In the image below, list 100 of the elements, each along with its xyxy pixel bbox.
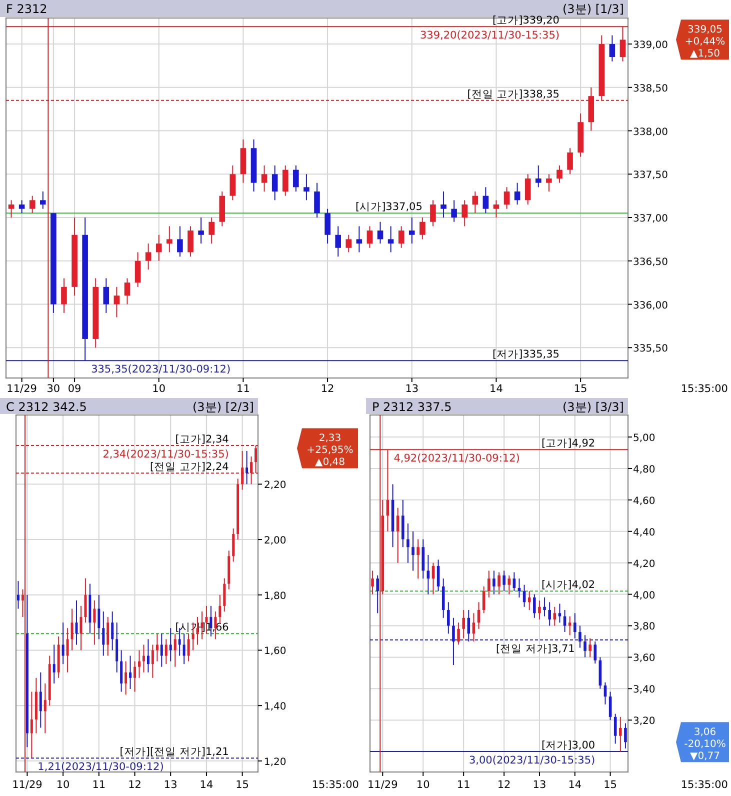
chart-subtitle: (3분) [2/3] [192,400,254,414]
x-tick-label: 30 [46,383,60,395]
candlestick [208,217,214,244]
candlestick [282,164,288,196]
candlestick [70,608,74,651]
candlestick [188,226,194,258]
candlestick [142,644,145,673]
candlestick [377,221,384,244]
ref-line-label: [전일 고가]338,35 [467,88,560,100]
x-tick-label: 11/29 [368,779,398,791]
candlestick [482,586,486,614]
candlestick [8,200,14,218]
y-tick-label: 338,50 [633,83,668,94]
candlestick [452,617,455,666]
candlestick [420,217,426,240]
candlestick [356,226,362,253]
candlestick [61,278,67,314]
candlestick [218,594,222,624]
x-tick-label: 11 [456,779,470,791]
y-tick-label: 337,50 [633,170,668,182]
candlestick [502,570,506,592]
annotation: 339,20(2023/11/30-15:35) [420,30,560,42]
candlestick [462,610,465,639]
candlestick [492,570,496,595]
candlestick [272,164,278,201]
candlestick [447,602,450,634]
candlestick [146,638,150,673]
candlestick [98,594,100,640]
candlestick [426,554,430,595]
candlestick [614,713,617,744]
x-tick-label: 10 [56,779,70,791]
x-tick-label: 09 [68,383,82,395]
candlestick [440,190,446,218]
y-tick-label: 3,40 [633,684,656,696]
candlestick [84,578,87,624]
candlestick [482,186,489,214]
x-tick-label: 10 [152,383,166,395]
chart-title: C 2312 342.5 [6,400,87,414]
candlestick [371,570,374,595]
ref-line-label: [전일 저가]3,71 [496,642,575,655]
ref-line-label: [저가]335,35 [492,348,560,361]
y-tick-label: 336,00 [633,300,668,312]
candlestick [546,174,552,192]
candlestick [124,660,128,696]
candlestick [366,226,373,248]
x-tick-label: 14 [490,383,504,395]
candlestick [376,574,379,614]
x-tick-label: 11 [92,779,106,791]
candlestick [174,633,176,668]
candlestick [619,716,622,752]
candlestick [156,633,158,662]
candlestick [187,633,190,662]
y-tick-label: 2,20 [264,480,286,492]
annotation: 3,00(2023/11/30-15:35) [468,754,596,767]
candlestick [624,722,627,749]
candlestick [156,234,162,262]
candlestick [145,243,152,270]
y-tick-label: 4,00 [633,590,656,602]
candlestick [293,164,299,192]
candlestick [223,578,226,612]
x-tick-label: 13 [164,779,178,791]
text: 15:35:00 [680,383,728,395]
candlestick [151,644,154,678]
chart-title: F 2312 [6,2,48,16]
candlestick [472,190,478,214]
candlestick [462,200,468,227]
candlestick [166,226,172,253]
candlestick [514,182,520,206]
candlestick [93,600,96,646]
y-tick-label: 1,60 [264,646,286,658]
y-tick-label: 1,40 [264,702,286,713]
annotation: 2,34(2023/11/30-15:35) [102,448,229,460]
y-tick-label: 5,00 [633,433,656,444]
x-tick-label: 15 [236,779,249,791]
candlestick [578,625,582,648]
candlestick [304,174,310,201]
y-tick-label: 3,80 [633,622,656,633]
candlestick [164,638,168,665]
candlestick [573,612,576,639]
candlestick [498,572,500,595]
candlestick [584,634,586,658]
candlestick [558,603,562,624]
y-tick-label: 1,20 [264,756,286,768]
candlestick [412,530,414,572]
text: 2,33 +25,95% ▲0,48 [306,433,354,468]
candlestick [169,628,172,662]
annotation: 335,35(2023/11/30-09:12) [91,364,231,376]
y-tick-label: 3,20 [633,716,656,728]
candlestick [567,148,573,175]
candlestick [504,186,510,210]
candlestick [543,596,546,617]
y-tick-label: 4,20 [633,558,656,570]
candlestick [508,574,511,595]
candlestick [124,278,130,305]
y-tick-label: 338,00 [633,126,668,138]
candlestick [457,622,460,646]
text: 15:35:00 [680,779,728,791]
y-tick-label: 4,80 [633,464,656,476]
y-tick-label: 337,00 [633,214,668,225]
x-tick-label: 13 [532,779,546,791]
